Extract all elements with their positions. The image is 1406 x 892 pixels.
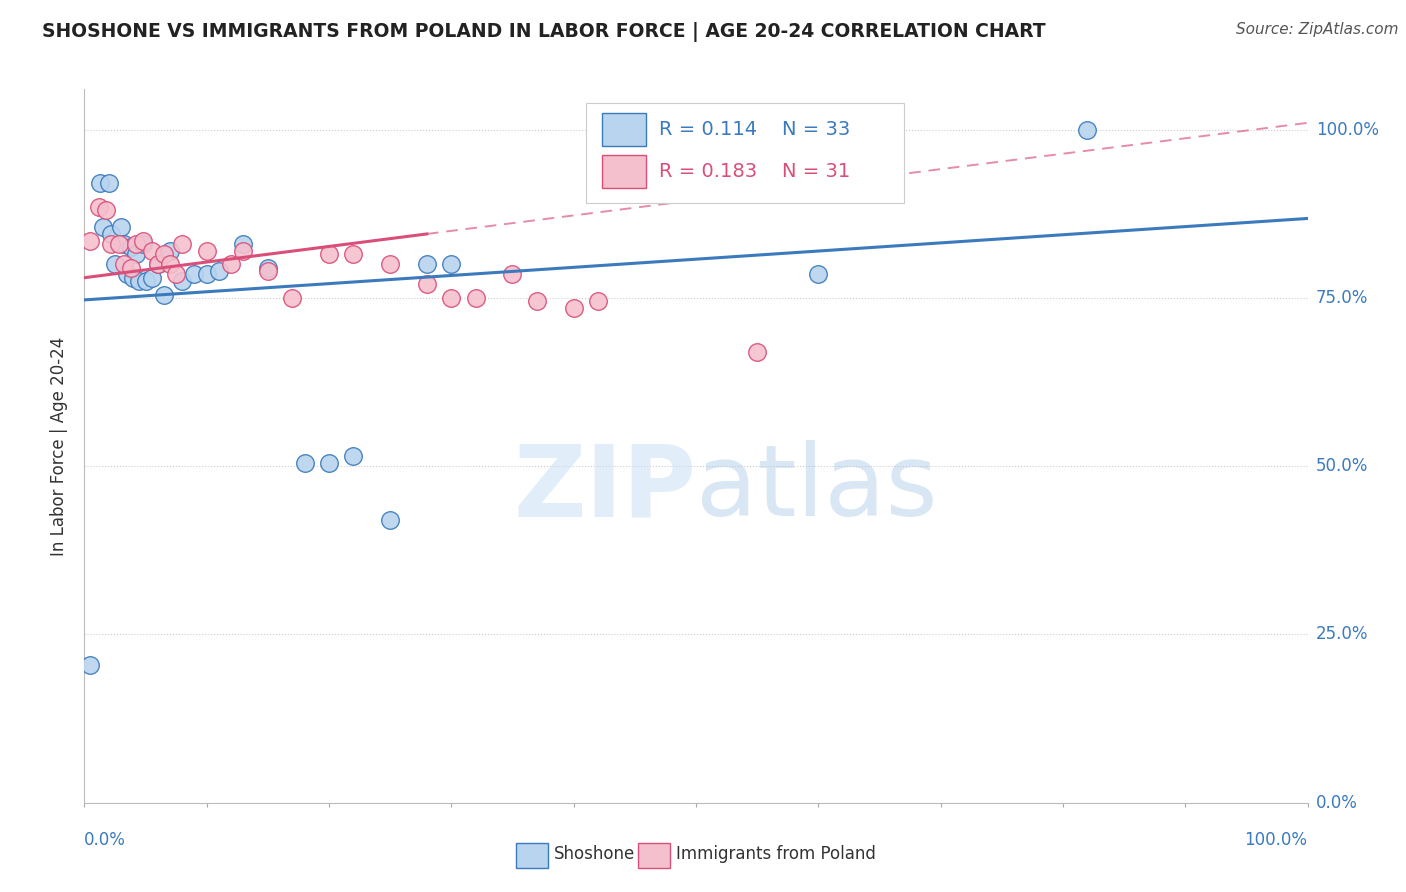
Point — [122, 270, 145, 285]
Text: 25.0%: 25.0% — [1316, 625, 1368, 643]
Point — [125, 237, 148, 252]
Point — [87, 200, 110, 214]
Point — [120, 240, 142, 254]
Point — [97, 177, 120, 191]
Point — [172, 237, 194, 252]
Point — [380, 257, 402, 271]
Point — [257, 260, 280, 275]
Point — [380, 513, 402, 527]
Point — [132, 234, 155, 248]
Point — [79, 234, 101, 248]
Point — [165, 268, 187, 282]
Point — [110, 220, 132, 235]
Text: 100.0%: 100.0% — [1316, 120, 1379, 138]
Point — [89, 177, 111, 191]
Point — [115, 268, 138, 282]
FancyBboxPatch shape — [586, 103, 904, 203]
Point — [416, 257, 439, 271]
Point — [342, 247, 364, 261]
Point — [281, 291, 304, 305]
Text: N = 33: N = 33 — [782, 120, 849, 139]
Point — [195, 268, 218, 282]
Point — [257, 264, 280, 278]
Point — [526, 294, 548, 309]
Point — [440, 257, 463, 271]
Point — [501, 268, 523, 282]
Point — [120, 260, 142, 275]
Point — [104, 257, 127, 271]
Text: atlas: atlas — [696, 441, 938, 537]
Point — [318, 247, 340, 261]
Text: R = 0.183: R = 0.183 — [659, 161, 758, 181]
Point — [132, 237, 155, 252]
Point — [135, 274, 157, 288]
Text: Source: ZipAtlas.com: Source: ZipAtlas.com — [1236, 22, 1399, 37]
Text: Immigrants from Poland: Immigrants from Poland — [676, 846, 876, 863]
Point — [146, 257, 169, 271]
Point — [318, 456, 340, 470]
Text: 50.0%: 50.0% — [1316, 458, 1368, 475]
Point — [195, 244, 218, 258]
Text: 0.0%: 0.0% — [84, 831, 127, 849]
Point — [440, 291, 463, 305]
Text: N = 31: N = 31 — [782, 161, 849, 181]
Point — [807, 268, 830, 282]
Point — [153, 247, 176, 261]
Point — [294, 456, 316, 470]
Text: 0.0%: 0.0% — [1316, 794, 1358, 812]
Point — [141, 270, 163, 285]
Y-axis label: In Labor Force | Age 20-24: In Labor Force | Age 20-24 — [51, 336, 69, 556]
Text: ZIP: ZIP — [513, 441, 696, 537]
Point — [100, 237, 122, 252]
Point — [232, 244, 254, 258]
Text: R = 0.114: R = 0.114 — [659, 120, 758, 139]
Point — [1076, 122, 1098, 136]
Point — [153, 287, 176, 301]
Point — [159, 257, 181, 271]
Point — [183, 268, 205, 282]
Point — [141, 244, 163, 258]
Point — [79, 657, 101, 672]
FancyBboxPatch shape — [638, 843, 671, 869]
Point — [125, 247, 148, 261]
Point — [107, 237, 129, 252]
Point — [128, 274, 150, 288]
FancyBboxPatch shape — [602, 155, 645, 187]
Point — [172, 274, 194, 288]
Text: Shoshone: Shoshone — [554, 846, 636, 863]
Point — [232, 237, 254, 252]
Point — [464, 291, 486, 305]
FancyBboxPatch shape — [516, 843, 548, 869]
Point — [747, 344, 769, 359]
Point — [100, 227, 122, 241]
Point — [342, 449, 364, 463]
Point — [91, 220, 114, 235]
Point — [112, 237, 135, 252]
Text: 75.0%: 75.0% — [1316, 289, 1368, 307]
Point — [416, 277, 439, 292]
Point — [208, 264, 231, 278]
FancyBboxPatch shape — [602, 113, 645, 146]
Point — [586, 294, 609, 309]
Point — [146, 257, 169, 271]
Point — [159, 244, 181, 258]
Point — [219, 257, 242, 271]
Point — [112, 257, 135, 271]
Text: SHOSHONE VS IMMIGRANTS FROM POLAND IN LABOR FORCE | AGE 20-24 CORRELATION CHART: SHOSHONE VS IMMIGRANTS FROM POLAND IN LA… — [42, 22, 1046, 42]
Point — [562, 301, 585, 315]
Text: 100.0%: 100.0% — [1244, 831, 1308, 849]
Point — [96, 203, 118, 218]
